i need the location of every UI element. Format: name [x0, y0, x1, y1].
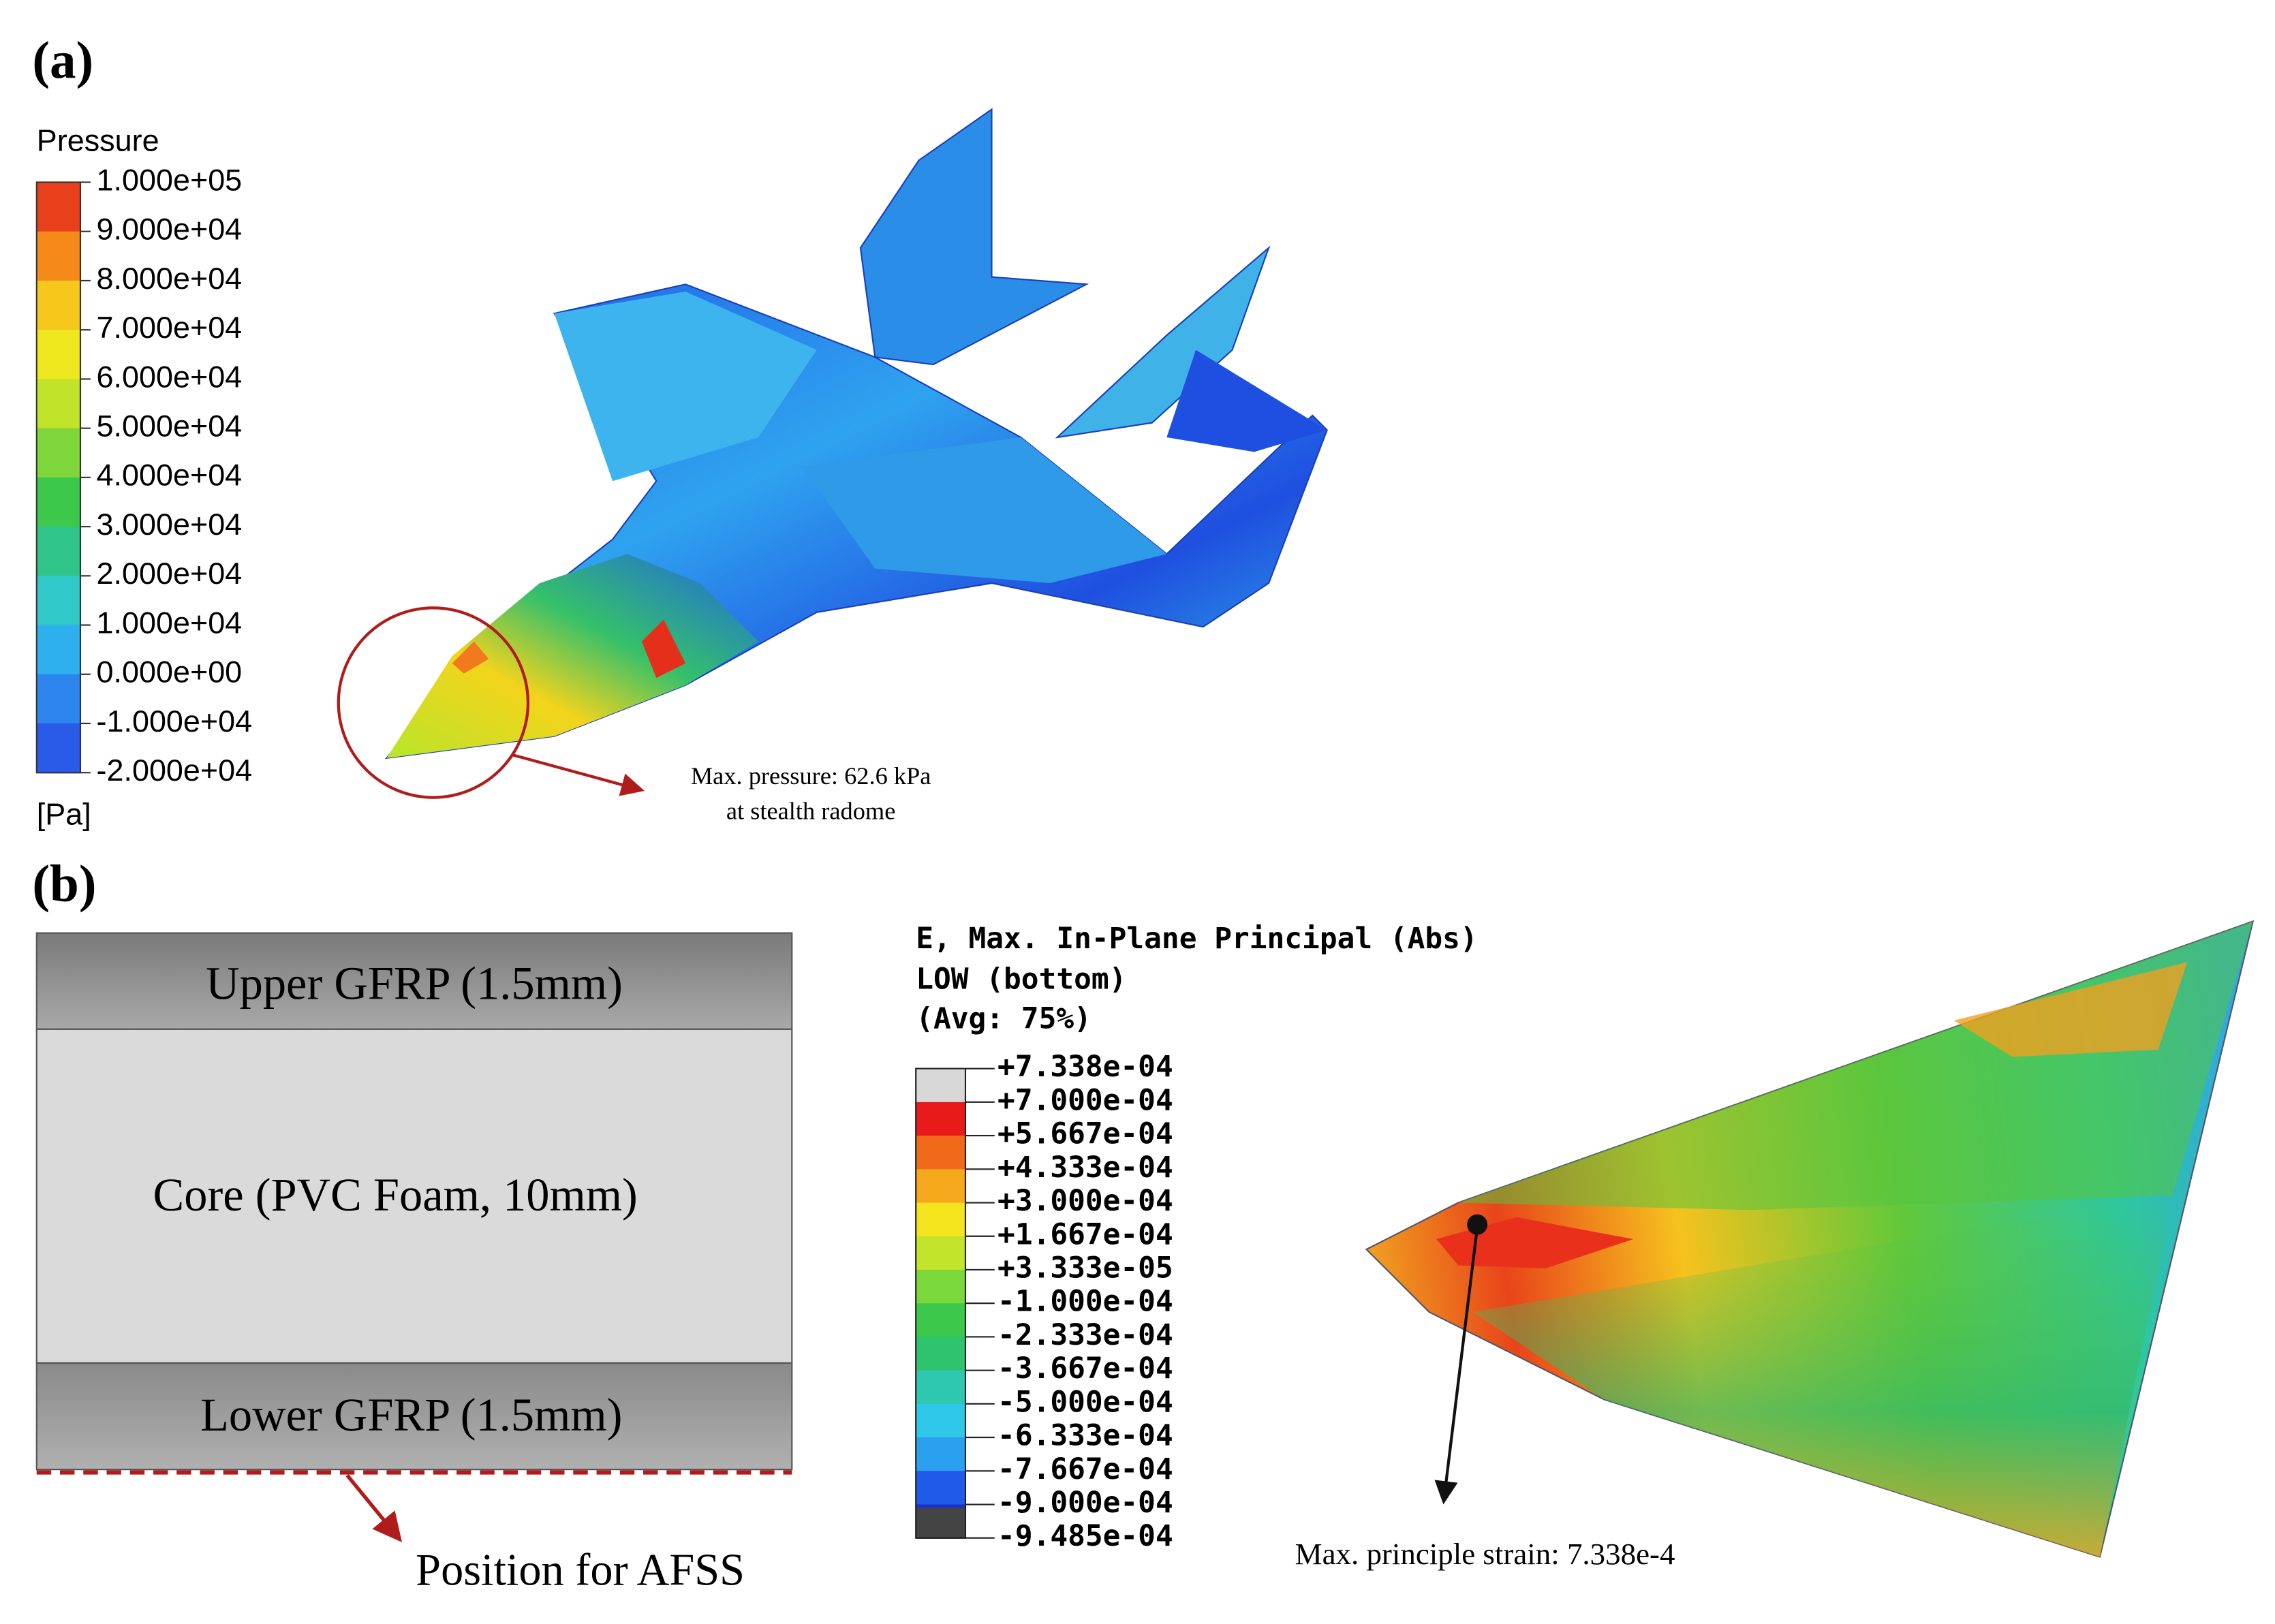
legend-title: Pressure [37, 123, 159, 158]
legend-label: -7.667e-04 [997, 1452, 1173, 1486]
legend-label: -9.000e-04 [997, 1486, 1173, 1520]
legend-label: +4.333e-04 [997, 1151, 1173, 1185]
legend-title: E, Max. In-Plane Principal (Abs) [916, 922, 1478, 956]
color-band [916, 1337, 965, 1371]
legend-label: -5.000e-04 [997, 1385, 1173, 1419]
color-band [916, 1269, 965, 1305]
legend-title: (Avg: 75%) [916, 1002, 1092, 1036]
radome [1365, 920, 2255, 1558]
color-band [36, 576, 80, 626]
legend-label: 3.000e+04 [97, 507, 243, 542]
colorbar: +7.338e-04+7.000e-04+5.667e-04+4.333e-04… [915, 1050, 1173, 1553]
legend-label: 0.000e+00 [97, 655, 243, 689]
legend-label: +3.333e-05 [997, 1251, 1173, 1285]
annotation: Max. pressure: 62.6 kPa [691, 762, 931, 790]
layer [35, 1362, 793, 1471]
color-band [916, 1508, 965, 1538]
arrow [513, 753, 645, 796]
aircraft [384, 108, 1328, 760]
legend-label: -3.667e-04 [997, 1352, 1173, 1386]
color-band [916, 1136, 965, 1170]
legend-label: -6.333e-04 [997, 1419, 1173, 1453]
arrow [345, 1474, 403, 1543]
legend-label: 1.000e+05 [97, 162, 243, 197]
legend-label: -1.000e+04 [97, 704, 253, 738]
panel-label: (b) [32, 854, 96, 913]
color-band [916, 1471, 965, 1505]
layer-label: Core (PVC Foam, 10mm) [153, 1169, 638, 1221]
legend-title: LOW (bottom) [916, 963, 1126, 997]
legend-label: 7.000e+04 [97, 310, 243, 345]
legend-label: 1.000e+04 [97, 605, 243, 640]
max-point [1467, 1214, 1488, 1235]
highlight-circle [337, 606, 530, 799]
color-band [36, 723, 80, 774]
color-band [36, 280, 80, 331]
panel-label: (a) [32, 31, 93, 89]
color-band [916, 1370, 965, 1405]
color-band [916, 1437, 965, 1472]
color-band [36, 379, 80, 429]
layer-label: Lower GFRP (1.5mm) [200, 1389, 622, 1441]
color-band [916, 1303, 965, 1338]
color-band [36, 182, 80, 232]
color-band [36, 477, 80, 528]
layer-label: Upper GFRP (1.5mm) [206, 958, 623, 1010]
legend-label: +5.667e-04 [997, 1117, 1173, 1151]
color-band [36, 428, 80, 478]
color-band [916, 1102, 965, 1137]
legend-label: -2.000e+04 [97, 753, 253, 787]
color-band [36, 527, 80, 577]
legend-label: 6.000e+04 [97, 359, 243, 394]
legend-label: +1.667e-04 [997, 1217, 1173, 1251]
position-label: Position for AFSS [416, 1545, 745, 1595]
legend-label: 9.000e+04 [97, 212, 243, 247]
legend-label: 2.000e+04 [97, 556, 243, 591]
color-band [36, 330, 80, 380]
legend-label: 8.000e+04 [97, 261, 243, 296]
legend-label: -1.000e-04 [997, 1285, 1173, 1319]
unit-label: [Pa] [37, 796, 91, 831]
legend-label: -9.485e-04 [997, 1519, 1173, 1553]
legend-label: +7.338e-04 [997, 1050, 1173, 1084]
color-band [36, 674, 80, 725]
legend-label: +3.000e-04 [997, 1184, 1173, 1218]
color-band [916, 1202, 965, 1237]
color-band [36, 231, 80, 282]
color-band [916, 1169, 965, 1204]
color-band [916, 1403, 965, 1439]
layer [35, 1028, 793, 1364]
legend-label: 4.000e+04 [97, 458, 243, 493]
annotation: at stealth radome [726, 797, 895, 824]
color-band [916, 1236, 965, 1271]
color-band [36, 625, 80, 675]
legend-label: -2.333e-04 [997, 1318, 1173, 1352]
annotation: Max. principle strain: 7.338e-4 [1295, 1537, 1675, 1571]
colorbar: 1.000e+05 9.000e+04 8.000e+04 7.000e+04 6.00… [35, 162, 253, 787]
legend-label: 5.000e+04 [97, 409, 243, 443]
legend-label: +7.000e-04 [997, 1083, 1173, 1117]
color-band [916, 1068, 965, 1103]
arrow [1434, 1227, 1479, 1505]
